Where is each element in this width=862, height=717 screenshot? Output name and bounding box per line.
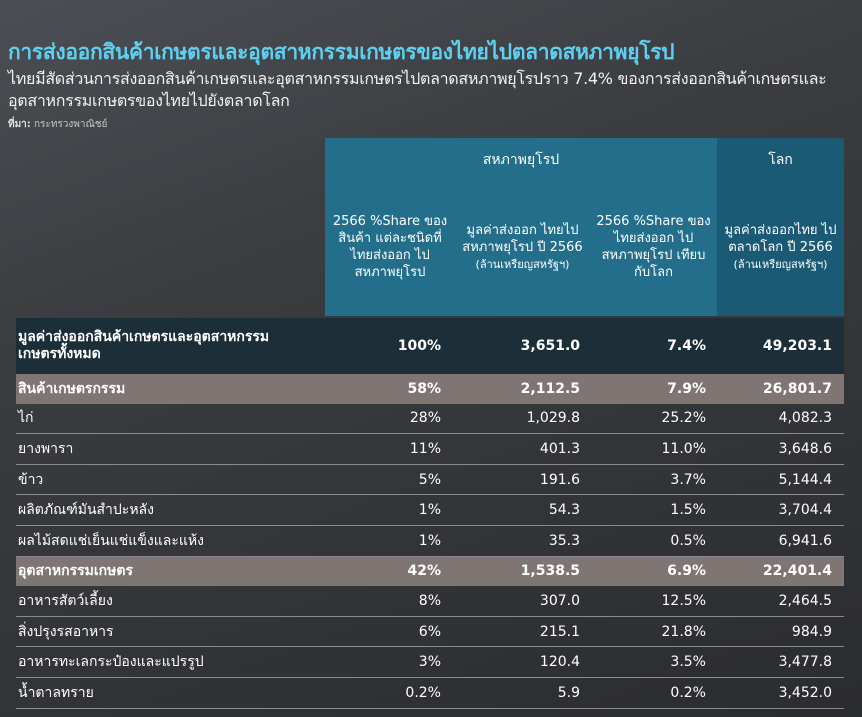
- row-eu-share-world: 0.5%: [670, 532, 706, 549]
- row-eu-share-world: 3.5%: [670, 654, 706, 671]
- table-row: ผลไม้สดแช่เย็นแช่แข็งและแห้ง 1% 35.3 0.5…: [16, 526, 844, 557]
- row-eu-share-world: 0.2%: [670, 684, 706, 701]
- row-eu-value: 2,112.5: [520, 380, 580, 397]
- row-eu-value: 401.3: [539, 440, 580, 457]
- row-eu-value: 191.6: [539, 471, 580, 488]
- row-share: 6%: [418, 623, 441, 640]
- table-row: น้ำตาลทราย 0.2% 5.9 0.2% 3,452.0: [16, 678, 844, 709]
- row-eu-share-world: 7.9%: [667, 380, 706, 397]
- table-row-group: อุตสาหกรรมเกษตร 42% 1,538.5 6.9% 22,401.…: [16, 556, 844, 587]
- header-col-eu-share-world: 2566 %Share ของไทยส่งออก ไปสหภาพยุโรป เท…: [590, 178, 717, 316]
- row-eu-value: 3,651.0: [520, 338, 580, 354]
- header-col-world-value-unit: (ล้านเหรียญสหรัฐฯ): [733, 257, 828, 271]
- data-table: มูลค่าส่งออกสินค้าเกษตรและอุตสาหกรรมเกษต…: [16, 318, 844, 709]
- row-world-value: 5,144.4: [778, 471, 832, 488]
- row-share: 1%: [418, 502, 441, 519]
- header-col-world-value-main: มูลค่าส่งออกไทย ไปตลาดโลก ปี 2566: [724, 222, 837, 255]
- row-eu-share-world: 7.4%: [667, 338, 706, 354]
- row-eu-share-world: 25.2%: [661, 410, 706, 427]
- row-eu-share-world: 21.8%: [661, 623, 706, 640]
- row-world-value: 984.9: [791, 623, 832, 640]
- row-share: 3%: [418, 654, 441, 671]
- row-name: ยางพารา: [18, 440, 74, 457]
- row-eu-value: 307.0: [539, 592, 580, 609]
- header-col-world-value: มูลค่าส่งออกไทย ไปตลาดโลก ปี 2566 (ล้านเ…: [717, 178, 844, 316]
- row-world-value: 22,401.4: [762, 563, 832, 580]
- row-world-value: 2,464.5: [778, 592, 832, 609]
- row-share: 11%: [409, 440, 441, 457]
- row-eu-share-world: 6.9%: [667, 563, 706, 580]
- row-share: 1%: [418, 532, 441, 549]
- row-name: อาหารสัตว์เลี้ยง: [18, 592, 113, 609]
- table-row: สิ่งปรุงรสอาหาร 6% 215.1 21.8% 984.9: [16, 617, 844, 648]
- header-col-share: 2566 %Share ของสินค้า แต่ละชนิดที่ ไทยส่…: [325, 178, 455, 316]
- table-row: อาหารสัตว์เลี้ยง 8% 307.0 12.5% 2,464.5: [16, 586, 844, 617]
- row-world-value: 3,704.4: [778, 502, 832, 519]
- row-world-value: 49,203.1: [762, 338, 832, 354]
- header-world-label: โลก: [768, 152, 793, 168]
- row-eu-value: 120.4: [539, 654, 580, 671]
- header-eu-label: สหภาพยุโรป: [482, 152, 560, 168]
- source-text: กระทรวงพาณิชย์: [34, 119, 108, 130]
- row-eu-value: 1,029.8: [526, 410, 580, 427]
- source-note: ที่มา: กระทรวงพาณิชย์: [8, 117, 107, 132]
- row-name: สิ่งปรุงรสอาหาร: [18, 623, 114, 640]
- page-title: การส่งออกสินค้าเกษตรและอุตสาหกรรมเกษตรขอ…: [8, 40, 675, 64]
- table-row: ผลิตภัณฑ์มันสำปะหลัง 1% 54.3 1.5% 3,704.…: [16, 495, 844, 526]
- table-row: ไก่ 28% 1,029.8 25.2% 4,082.3: [16, 404, 844, 435]
- page-subtitle: ไทยมีสัดส่วนการส่งออกสินค้าเกษตรและอุตสา…: [8, 69, 827, 110]
- header-col-eu-value-text: มูลค่าส่งออก ไทยไปสหภาพยุโรป ปี 2566 (ล้…: [455, 222, 590, 273]
- row-world-value: 26,801.7: [762, 380, 832, 397]
- row-world-value: 4,082.3: [778, 410, 832, 427]
- row-world-value: 3,477.8: [778, 654, 832, 671]
- table-row: อาหารทะเลกระป๋องและแปรรูป 3% 120.4 3.5% …: [16, 647, 844, 678]
- row-world-value: 3,648.6: [778, 440, 832, 457]
- row-eu-share-world: 1.5%: [670, 502, 706, 519]
- table-row: ข้าว 5% 191.6 3.7% 5,144.4: [16, 465, 844, 496]
- row-share: 28%: [409, 410, 441, 427]
- header-col-world-value-text: มูลค่าส่งออกไทย ไปตลาดโลก ปี 2566 (ล้านเ…: [717, 222, 844, 273]
- header-col-share-text: 2566 %Share ของสินค้า แต่ละชนิดที่ ไทยส่…: [332, 214, 448, 280]
- row-share: 58%: [407, 380, 441, 397]
- row-eu-share-world: 12.5%: [661, 592, 706, 609]
- header-col-eu-value-unit: (ล้านเหรียญสหรัฐฯ): [475, 257, 570, 271]
- row-world-value: 6,941.6: [778, 532, 832, 549]
- row-world-value: 3,452.0: [778, 684, 832, 701]
- row-eu-value: 1,538.5: [520, 563, 580, 580]
- header-col-eu-share-world-text: 2566 %Share ของไทยส่งออก ไปสหภาพยุโรป เท…: [596, 214, 711, 280]
- row-share: 42%: [407, 563, 441, 580]
- row-eu-value: 215.1: [539, 623, 580, 640]
- row-name: น้ำตาลทราย: [18, 684, 94, 701]
- header-col-eu-value: มูลค่าส่งออก ไทยไปสหภาพยุโรป ปี 2566 (ล้…: [455, 178, 590, 316]
- row-eu-value: 5.9: [557, 684, 580, 701]
- row-name: มูลค่าส่งออกสินค้าเกษตรและอุตสาหกรรมเกษต…: [18, 329, 270, 362]
- header-col-eu-value-main: มูลค่าส่งออก ไทยไปสหภาพยุโรป ปี 2566: [462, 222, 583, 255]
- row-eu-share-world: 3.7%: [670, 471, 706, 488]
- row-eu-value: 54.3: [548, 502, 580, 519]
- row-eu-share-world: 11.0%: [661, 440, 706, 457]
- row-name: ข้าว: [18, 471, 44, 488]
- row-share: 0.2%: [405, 684, 441, 701]
- row-name: ไก่: [18, 410, 34, 427]
- table-row: ยางพารา 11% 401.3 11.0% 3,648.6: [16, 434, 844, 465]
- source-label: ที่มา:: [8, 119, 31, 130]
- row-share: 5%: [418, 471, 441, 488]
- row-name: สินค้าเกษตรกรรม: [18, 380, 126, 397]
- header-world-band: โลก: [717, 138, 844, 178]
- header-eu-band: สหภาพยุโรป: [325, 138, 717, 178]
- table-row-total: มูลค่าส่งออกสินค้าเกษตรและอุตสาหกรรมเกษต…: [16, 318, 844, 374]
- row-eu-value: 35.3: [548, 532, 580, 549]
- table-row-group: สินค้าเกษตรกรรม 58% 2,112.5 7.9% 26,801.…: [16, 374, 844, 404]
- row-name: ผลิตภัณฑ์มันสำปะหลัง: [18, 502, 154, 519]
- row-name: อาหารทะเลกระป๋องและแปรรูป: [18, 654, 204, 671]
- row-name: อุตสาหกรรมเกษตร: [18, 563, 133, 580]
- row-share: 100%: [397, 338, 441, 354]
- row-share: 8%: [418, 592, 441, 609]
- row-name: ผลไม้สดแช่เย็นแช่แข็งและแห้ง: [18, 532, 204, 549]
